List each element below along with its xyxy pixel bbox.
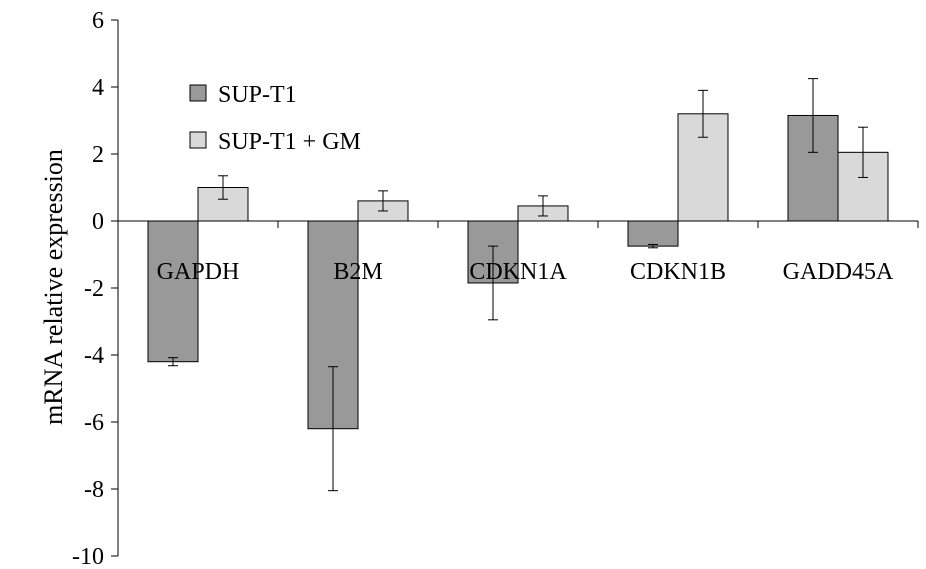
y-tick-label: 4 (92, 75, 104, 101)
bar-sup-t1 (627, 220, 679, 247)
y-axis-label: mRNA relative expression (39, 149, 68, 425)
legend-swatch (189, 84, 207, 102)
bar-sup-t1 (147, 220, 199, 363)
y-tick-label: -6 (84, 410, 104, 436)
error-bars (168, 78, 868, 492)
y-tick-label: -8 (84, 477, 104, 503)
category-label: CDKN1A (469, 259, 567, 285)
y-tick-label: -2 (84, 276, 104, 302)
legend: SUP-T1 SUP-T1 + GM (189, 82, 361, 155)
category-label: GADD45A (783, 259, 894, 285)
y-tick-label: 0 (92, 209, 104, 235)
y-tick-label: -4 (84, 343, 104, 369)
y-tick-label: 2 (92, 142, 104, 168)
bar-sup-t1-gm (677, 113, 729, 222)
category-label: GAPDH (157, 259, 240, 285)
category-labels: GAPDH B2M CDKN1A CDKN1B GADD45A (157, 259, 894, 285)
category-label: CDKN1B (630, 259, 726, 285)
y-tick-label: -10 (72, 544, 104, 569)
y-tick-label: 6 (92, 8, 104, 34)
legend-label: SUP-T1 (218, 82, 297, 108)
legend-swatch (189, 131, 207, 149)
axes: 6 4 2 0 -2 -4 -6 -8 -10 (72, 8, 919, 569)
legend-label: SUP-T1 + GM (218, 129, 361, 155)
category-label: B2M (333, 259, 382, 285)
